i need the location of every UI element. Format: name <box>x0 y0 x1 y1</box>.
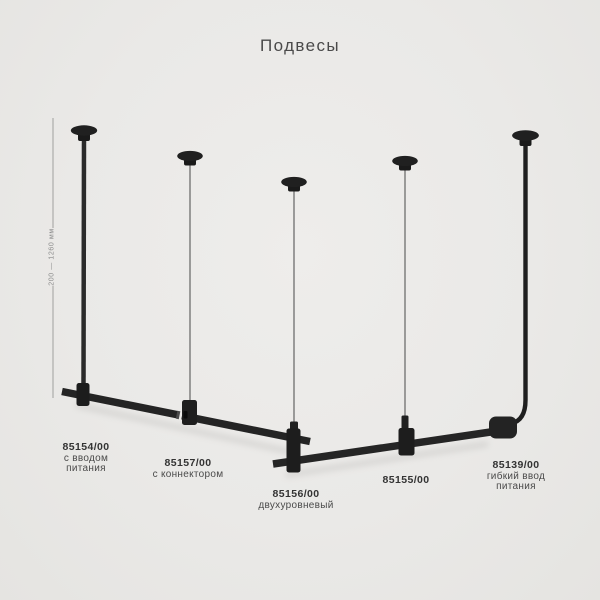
pendant-body-85154 <box>76 383 90 406</box>
product-label-85139: 85139/00 гибкий ввод питания <box>487 460 545 492</box>
product-name-line: двухуровневый <box>258 500 334 511</box>
product-id: 85139/00 <box>492 459 540 471</box>
ceiling-canopy-85156 <box>281 176 307 192</box>
connector-notch <box>183 411 188 419</box>
product-id: 85156/00 <box>272 488 320 500</box>
power-input-cylinder-85139 <box>489 416 517 439</box>
canopy-disc <box>392 155 418 167</box>
canopy-disc <box>512 130 539 141</box>
canopy-disc <box>177 150 203 162</box>
track-end-face <box>175 410 181 420</box>
product-label-85157: 85157/00 с коннектором <box>153 458 224 480</box>
lower-track-bar <box>272 427 495 468</box>
product-name-line: с коннектором <box>152 469 224 480</box>
ceiling-canopy-85155 <box>392 155 418 171</box>
pendant-body-85155 <box>398 428 415 456</box>
upper-track-shadow <box>75 402 297 456</box>
rod-suspension-85154 <box>81 135 87 387</box>
track-shadows <box>75 402 489 478</box>
ceiling-canopy-85154 <box>70 125 98 141</box>
dimension-range-label: 200 — 1260 мм <box>48 228 56 286</box>
body-nub-85155 <box>401 415 409 430</box>
connector-body <box>182 400 197 425</box>
product-label-85154: 85154/00 с вводом питания <box>63 442 110 474</box>
lower-track-shadow <box>285 441 489 478</box>
canopy-disc <box>70 125 98 136</box>
product-name-line: питания <box>496 481 536 492</box>
product-label-85156: 85156/00 двухуровневый <box>258 489 333 511</box>
product-name-line: питания <box>66 463 106 474</box>
pendant-body-85157 <box>182 400 197 425</box>
product-name-line: гибкий ввод <box>486 471 546 482</box>
flex-power-cable-85139 <box>508 138 528 426</box>
product-name-line: с вводом <box>63 453 109 464</box>
page-title: Подвесы <box>259 36 341 55</box>
ceiling-canopy-85139 <box>512 130 539 146</box>
product-id: 85157/00 <box>164 457 212 469</box>
pendant-body-85156 <box>286 428 301 473</box>
product-id: 85155/00 <box>382 474 430 486</box>
ceiling-canopy-85157 <box>177 150 203 166</box>
canopy-disc <box>281 176 307 188</box>
product-id: 85154/00 <box>62 441 110 453</box>
product-label-85155: 85155/00 <box>383 475 430 487</box>
